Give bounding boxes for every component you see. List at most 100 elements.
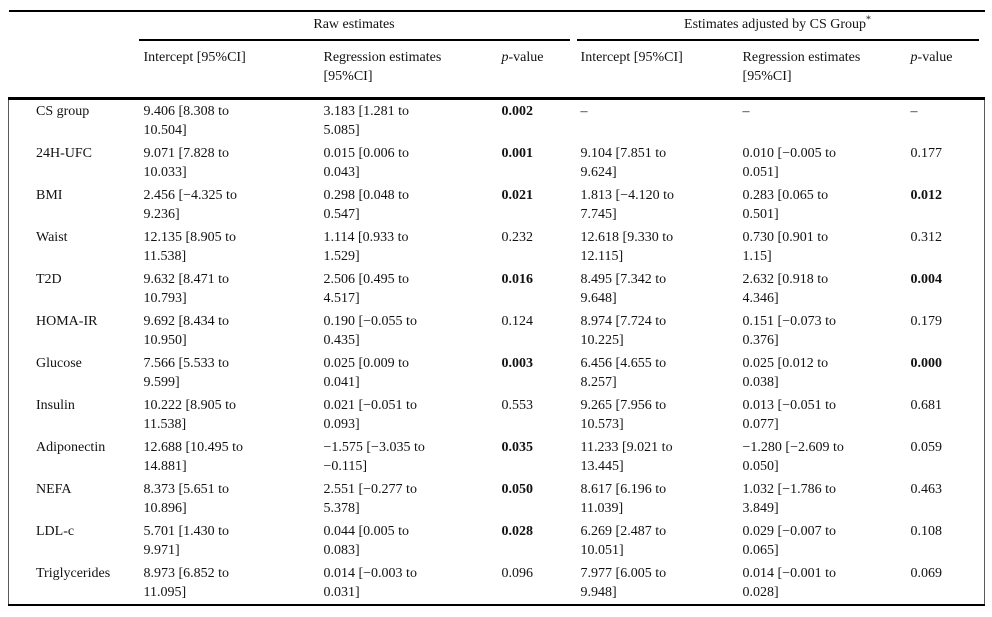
cell-raw-pvalue: 0.028 <box>501 524 534 539</box>
cell-adjusted-intercept: – <box>580 104 588 119</box>
cell-raw-intercept: 7.566 [5.533 to 9.599] <box>143 356 230 390</box>
cell-adjusted-pvalue: 0.000 <box>905 352 986 394</box>
col-header-regression-adjusted: Regression estimates [95%CI] <box>742 50 861 84</box>
cell-adjusted-intercept: 1.813 [−4.120 to 7.745] <box>580 188 674 222</box>
cell-variable-label: 24H-UFC <box>8 142 139 184</box>
cell-adjusted-intercept: 6.456 [4.655 to 8.257] <box>580 356 667 390</box>
cell-variable-label: NEFA <box>8 478 139 520</box>
cell-raw-pvalue: 0.021 <box>501 188 534 203</box>
pvalue-italic-p: p <box>501 50 509 65</box>
cell-raw-regression-estimate: 3.183 [1.281 to 5.085] <box>323 104 410 138</box>
cell-adjusted-pvalue: 0.312 <box>905 226 986 268</box>
cell-raw-regression-estimate: 0.298 [0.048 to 0.547] <box>323 188 410 222</box>
cell-adjusted-intercept: 9.265 [7.956 to 10.573] <box>580 398 667 432</box>
table-row: Waist 12.135 [8.905 to 11.538] 1.114 [0.… <box>8 226 986 268</box>
table-row: Insulin 10.222 [8.905 to 11.538] 0.021 [… <box>8 394 986 436</box>
table-row: T2D 9.632 [8.471 to 10.793] 2.506 [0.495… <box>8 268 986 310</box>
cell-variable-label: Glucose <box>8 352 139 394</box>
cell-adjusted-pvalue: 0.179 <box>905 310 986 352</box>
cell-variable-label: T2D <box>8 268 139 310</box>
table-row: CS group 9.406 [8.308 to 10.504] 3.183 [… <box>8 98 986 142</box>
table-row: Glucose 7.566 [5.533 to 9.599] 0.025 [0.… <box>8 352 986 394</box>
cell-adjusted-pvalue: 0.004 <box>905 268 986 310</box>
cell-raw-intercept: 12.688 [10.495 to 14.881] <box>143 440 244 474</box>
cell-raw-pvalue: 0.553 <box>501 398 534 413</box>
cell-adjusted-intercept: 8.617 [6.196 to 11.039] <box>580 482 667 516</box>
cell-adjusted-regression-estimate: 1.032 [−1.786 to 3.849] <box>742 482 836 516</box>
spanner-row: Raw estimates Estimates adjusted by CS G… <box>9 11 985 41</box>
cell-adjusted-intercept: 9.104 [7.851 to 9.624] <box>580 146 667 180</box>
table-header: Raw estimates Estimates adjusted by CS G… <box>8 11 985 99</box>
cell-adjusted-intercept: 11.233 [9.021 to 13.445] <box>580 440 673 474</box>
cell-raw-pvalue: 0.232 <box>501 230 534 245</box>
spanner-stub <box>9 11 139 41</box>
cell-adjusted-pvalue: 0.463 <box>905 478 986 520</box>
cell-raw-regression-estimate: 1.114 [0.933 to 1.529] <box>323 230 409 264</box>
cell-raw-regression-estimate: 0.190 [−0.055 to 0.435] <box>323 314 417 348</box>
table-body: CS group 9.406 [8.308 to 10.504] 3.183 [… <box>8 98 986 605</box>
pvalue-italic-p: p <box>910 50 918 65</box>
cell-raw-regression-estimate: 2.506 [0.495 to 4.517] <box>323 272 410 306</box>
table-row: LDL-c 5.701 [1.430 to 9.971] 0.044 [0.00… <box>8 520 986 562</box>
cell-raw-intercept: 9.406 [8.308 to 10.504] <box>143 104 230 138</box>
cell-adjusted-pvalue: 0.069 <box>905 562 986 605</box>
cell-raw-regression-estimate: 0.044 [0.005 to 0.083] <box>323 524 410 558</box>
cell-raw-pvalue: 0.002 <box>501 104 534 119</box>
cell-adjusted-intercept: 8.495 [7.342 to 9.648] <box>580 272 667 306</box>
cell-raw-regression-estimate: 0.025 [0.009 to 0.041] <box>323 356 410 390</box>
spanner-raw-label: Raw estimates <box>313 17 395 32</box>
cell-adjusted-pvalue: 0.108 <box>905 520 986 562</box>
cell-raw-intercept: 10.222 [8.905 to 11.538] <box>143 398 237 432</box>
cell-adjusted-regression-estimate: 0.013 [−0.051 to 0.077] <box>742 398 836 432</box>
cell-adjusted-regression-estimate: 0.025 [0.012 to 0.038] <box>742 356 829 390</box>
col-header-variable <box>9 41 139 99</box>
cell-raw-pvalue: 0.035 <box>501 440 534 455</box>
cell-variable-label: Waist <box>8 226 139 268</box>
cell-variable-label: HOMA-IR <box>8 310 139 352</box>
cell-raw-pvalue: 0.016 <box>501 272 534 287</box>
cell-adjusted-pvalue: 0.012 <box>905 184 986 226</box>
cell-raw-intercept: 8.973 [6.852 to 11.095] <box>143 566 230 600</box>
cell-adjusted-regression-estimate: 0.029 [−0.007 to 0.065] <box>742 524 836 558</box>
cell-raw-pvalue: 0.124 <box>501 314 534 329</box>
cell-raw-regression-estimate: 0.014 [−0.003 to 0.031] <box>323 566 417 600</box>
cell-raw-pvalue: 0.050 <box>501 482 534 497</box>
cell-variable-label: Adiponectin <box>8 436 139 478</box>
cell-raw-intercept: 9.692 [8.434 to 10.950] <box>143 314 230 348</box>
col-header-pvalue-raw: p-value <box>497 41 576 99</box>
col-header-pvalue-adjusted: p-value <box>906 41 985 99</box>
cell-variable-label: BMI <box>8 184 139 226</box>
cell-adjusted-intercept: 12.618 [9.330 to 12.115] <box>580 230 674 264</box>
cell-adjusted-regression-estimate: – <box>742 104 750 119</box>
cell-variable-label: CS group <box>8 98 139 142</box>
cell-adjusted-pvalue: – <box>905 98 986 142</box>
cell-variable-label: Insulin <box>8 394 139 436</box>
cell-adjusted-regression-estimate: 0.014 [−0.001 to 0.028] <box>742 566 836 600</box>
cell-raw-intercept: 8.373 [5.651 to 10.896] <box>143 482 230 516</box>
cell-adjusted-intercept: 6.269 [2.487 to 10.051] <box>580 524 667 558</box>
results-table: Raw estimates Estimates adjusted by CS G… <box>8 10 986 606</box>
col-header-intercept-raw: Intercept [95%CI] <box>143 50 246 65</box>
cell-adjusted-regression-estimate: 0.730 [0.901 to 1.15] <box>742 230 829 264</box>
cell-raw-pvalue: 0.003 <box>501 356 534 371</box>
col-header-regression-raw: Regression estimates [95%CI] <box>323 50 442 84</box>
table-row: Adiponectin 12.688 [10.495 to 14.881] −1… <box>8 436 986 478</box>
cell-raw-intercept: 2.456 [−4.325 to 9.236] <box>143 188 237 222</box>
cell-raw-pvalue: 0.096 <box>501 566 534 581</box>
cell-adjusted-intercept: 8.974 [7.724 to 10.225] <box>580 314 667 348</box>
cell-raw-regression-estimate: 0.021 [−0.051 to 0.093] <box>323 398 417 432</box>
cell-variable-label: Triglycerides <box>8 562 139 605</box>
cell-raw-pvalue: 0.001 <box>501 146 534 161</box>
cell-adjusted-intercept: 7.977 [6.005 to 9.948] <box>580 566 667 600</box>
col-header-intercept-adjusted: Intercept [95%CI] <box>580 50 683 65</box>
table-row: BMI 2.456 [−4.325 to 9.236] 0.298 [0.048… <box>8 184 986 226</box>
cell-raw-regression-estimate: 2.551 [−0.277 to 5.378] <box>323 482 417 516</box>
table-row: HOMA-IR 9.692 [8.434 to 10.950] 0.190 [−… <box>8 310 986 352</box>
cell-raw-intercept: 9.071 [7.828 to 10.033] <box>143 146 230 180</box>
pvalue-rest: -value <box>917 50 953 65</box>
pvalue-rest: -value <box>508 50 544 65</box>
cell-adjusted-pvalue: 0.059 <box>905 436 986 478</box>
spanner-adjusted-label: Estimates adjusted by CS Group <box>684 17 867 32</box>
cell-adjusted-regression-estimate: 0.151 [−0.073 to 0.376] <box>742 314 836 348</box>
cell-adjusted-regression-estimate: 2.632 [0.918 to 4.346] <box>742 272 829 306</box>
